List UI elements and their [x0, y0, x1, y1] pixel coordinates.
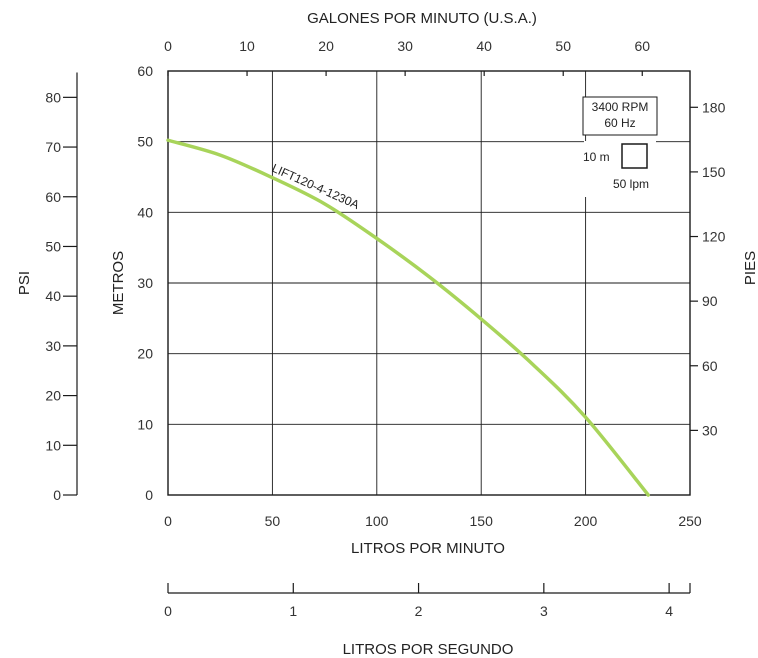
lps-axis-title: LITROS POR SEGUNDO — [343, 641, 514, 658]
top-tick-label: 10 — [239, 38, 255, 54]
bottom-tick-label: 150 — [470, 513, 494, 529]
plot-frame — [167, 70, 691, 496]
left-tick-label: 10 — [137, 416, 153, 432]
psi-axis: 0 10 20 30 40 50 60 70 80 — [45, 72, 78, 503]
left-tick-label: 0 — [145, 487, 153, 503]
top-tick-label: 50 — [555, 38, 571, 54]
right-tick-label: 90 — [702, 293, 718, 309]
right-tick-label: 60 — [702, 358, 718, 374]
top-axis-gpm: 0 10 20 30 40 50 60 — [164, 38, 650, 76]
right-tick-label: 120 — [702, 229, 726, 245]
top-tick-label: 20 — [318, 38, 334, 54]
bottom-tick-label: 200 — [574, 513, 598, 529]
psi-tick-label: 60 — [45, 189, 61, 205]
series-label: LIFT120-4-1230A — [270, 161, 362, 212]
psi-tick-label: 0 — [53, 487, 61, 503]
left-axis-title: METROS — [110, 251, 127, 315]
scale-horizontal-label: 50 lpm — [613, 177, 649, 191]
psi-tick-label: 20 — [45, 388, 61, 404]
bottom-tick-label: 250 — [678, 513, 702, 529]
psi-tick-label: 30 — [45, 338, 61, 354]
lps-tick-label: 1 — [289, 603, 297, 619]
right-axis-title: PIES — [742, 251, 758, 285]
scale-vertical-label: 10 m — [583, 150, 610, 164]
rpm-legend: 3400 RPM 60 Hz — [582, 96, 658, 136]
left-tick-label: 60 — [137, 63, 153, 79]
bottom-axis-title: LITROS POR MINUTO — [351, 540, 505, 557]
psi-tick-label: 80 — [45, 89, 61, 105]
top-tick-label: 60 — [634, 38, 650, 54]
psi-tick-label: 10 — [45, 437, 61, 453]
lps-tick-label: 3 — [540, 603, 548, 619]
left-tick-label: 30 — [137, 275, 153, 291]
psi-tick-label: 70 — [45, 139, 61, 155]
right-tick-label: 180 — [702, 99, 726, 115]
left-tick-label: 20 — [137, 346, 153, 362]
left-tick-label: 50 — [137, 134, 153, 150]
bottom-tick-label: 50 — [265, 513, 281, 529]
top-tick-label: 0 — [164, 38, 172, 54]
lps-tick-label: 4 — [665, 603, 673, 619]
top-tick-label: 30 — [397, 38, 413, 54]
rpm-label: 3400 RPM — [592, 100, 649, 114]
bottom-tick-label: 100 — [365, 513, 389, 529]
right-tick-label: 30 — [702, 422, 718, 438]
scale-square — [621, 143, 648, 169]
top-axis-title: GALONES POR MINUTO (U.S.A.) — [307, 10, 537, 27]
lps-axis: 0 1 2 3 4 — [164, 583, 691, 619]
psi-axis-title: PSI — [16, 271, 33, 295]
bottom-tick-label: 0 — [164, 513, 172, 529]
top-tick-label: 40 — [476, 38, 492, 54]
lps-tick-label: 2 — [415, 603, 423, 619]
hz-label: 60 Hz — [604, 116, 635, 130]
right-axis-feet: 30 60 90 120 150 180 — [690, 99, 726, 438]
scale-reference: 10 m 50 lpm — [583, 141, 656, 197]
right-tick-label: 150 — [702, 164, 726, 180]
left-axis-meters: 0 10 20 30 40 50 60 — [137, 63, 153, 503]
lps-tick-label: 0 — [164, 603, 172, 619]
bottom-axis-lpm: 0 50 100 150 200 250 — [164, 513, 702, 529]
left-tick-label: 40 — [137, 204, 153, 220]
pump-curve-line — [166, 138, 650, 497]
psi-tick-label: 40 — [45, 288, 61, 304]
psi-tick-label: 50 — [45, 238, 61, 254]
